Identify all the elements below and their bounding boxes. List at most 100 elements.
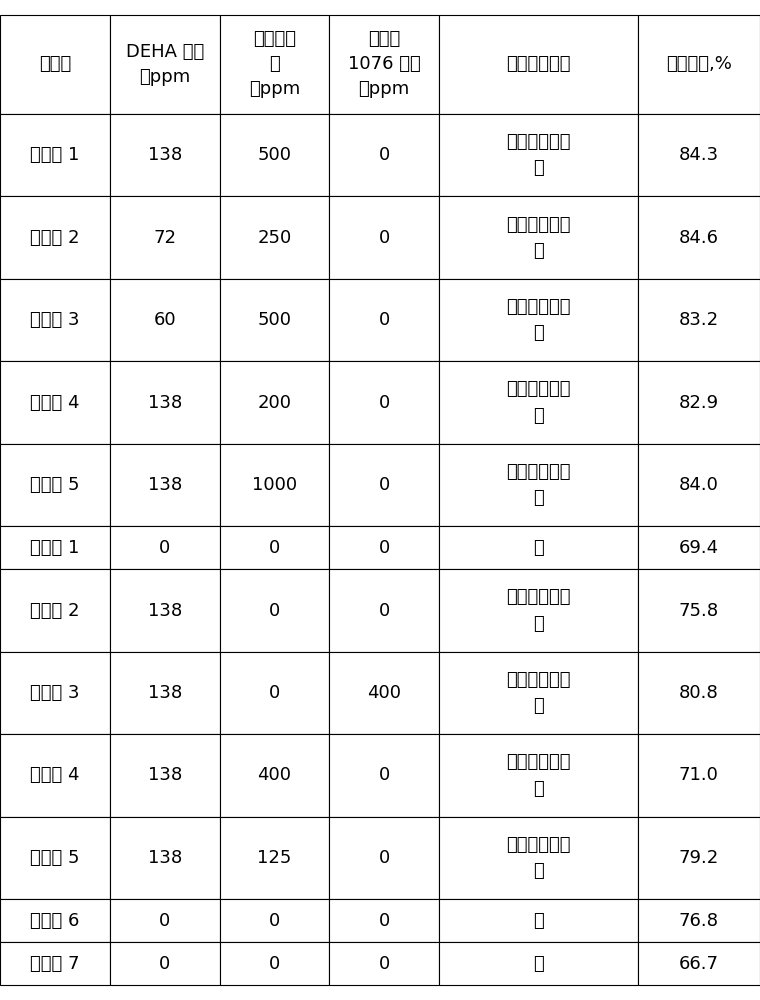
Text: 0: 0: [378, 311, 390, 329]
Text: 0: 0: [269, 912, 280, 930]
Text: 138: 138: [147, 684, 182, 702]
Bar: [638, 196, 760, 279]
Bar: [439, 526, 638, 569]
Bar: [220, 444, 329, 526]
Bar: [439, 942, 638, 985]
Text: 76.8: 76.8: [679, 912, 719, 930]
Text: 有机锡加
量
，ppm: 有机锡加 量 ，ppm: [249, 30, 300, 98]
Text: 1000: 1000: [252, 476, 297, 494]
Text: 实施例: 实施例: [39, 55, 71, 73]
Text: 138: 138: [147, 146, 182, 164]
Text: －: －: [533, 955, 543, 973]
Text: 无温升，压力
降: 无温升，压力 降: [506, 671, 571, 715]
Text: 0: 0: [269, 955, 280, 973]
Bar: [109, 15, 220, 114]
Text: 无温升，压力
降: 无温升，压力 降: [506, 753, 571, 798]
Bar: [220, 817, 329, 899]
Text: 0: 0: [378, 912, 390, 930]
Bar: [109, 361, 220, 444]
Text: 对比例 7: 对比例 7: [30, 955, 80, 973]
Bar: [0, 114, 109, 196]
Bar: [109, 734, 220, 817]
Text: 0: 0: [378, 394, 390, 412]
Bar: [220, 279, 329, 361]
Text: 72: 72: [154, 229, 176, 247]
Text: 对比例 4: 对比例 4: [30, 766, 80, 784]
Bar: [439, 652, 638, 734]
Bar: [439, 279, 638, 361]
Bar: [439, 569, 638, 652]
Bar: [638, 114, 760, 196]
Bar: [220, 569, 329, 652]
Text: 实施例 2: 实施例 2: [30, 229, 80, 247]
Text: 实施例 3: 实施例 3: [30, 311, 80, 329]
Text: 抗氧剂
1076 加量
，ppm: 抗氧剂 1076 加量 ，ppm: [348, 30, 420, 98]
Bar: [329, 361, 439, 444]
Bar: [220, 114, 329, 196]
Bar: [109, 652, 220, 734]
Bar: [220, 15, 329, 114]
Text: 0: 0: [269, 602, 280, 620]
Bar: [0, 15, 109, 114]
Bar: [0, 361, 109, 444]
Bar: [109, 569, 220, 652]
Bar: [0, 652, 109, 734]
Bar: [220, 942, 329, 985]
Text: 0: 0: [378, 539, 390, 557]
Bar: [0, 279, 109, 361]
Text: 84.6: 84.6: [679, 229, 719, 247]
Bar: [329, 444, 439, 526]
Text: 66.7: 66.7: [679, 955, 719, 973]
Text: －: －: [533, 912, 543, 930]
Bar: [109, 196, 220, 279]
Bar: [439, 734, 638, 817]
Text: 138: 138: [147, 602, 182, 620]
Text: 0: 0: [378, 766, 390, 784]
Bar: [439, 196, 638, 279]
Text: 138: 138: [147, 394, 182, 412]
Text: 无温升，压力
降: 无温升，压力 降: [506, 298, 571, 342]
Text: 无温升，压力
降: 无温升，压力 降: [506, 463, 571, 507]
Bar: [220, 734, 329, 817]
Text: 125: 125: [257, 849, 292, 867]
Text: 83.2: 83.2: [679, 311, 719, 329]
Text: 0: 0: [159, 539, 170, 557]
Text: 138: 138: [147, 476, 182, 494]
Text: 138: 138: [147, 766, 182, 784]
Text: 75.8: 75.8: [679, 602, 719, 620]
Bar: [638, 15, 760, 114]
Bar: [329, 569, 439, 652]
Text: 反应终止效果: 反应终止效果: [506, 55, 571, 73]
Text: 400: 400: [367, 684, 401, 702]
Bar: [329, 15, 439, 114]
Text: －: －: [533, 539, 543, 557]
Text: 对比例 3: 对比例 3: [30, 684, 80, 702]
Text: 实施例 4: 实施例 4: [30, 394, 80, 412]
Text: 0: 0: [378, 146, 390, 164]
Bar: [220, 196, 329, 279]
Bar: [439, 114, 638, 196]
Text: 无温升，压力
降: 无温升，压力 降: [506, 380, 571, 425]
Bar: [329, 817, 439, 899]
Text: 无温升，压力
降: 无温升，压力 降: [506, 836, 571, 880]
Text: 对比例 6: 对比例 6: [30, 912, 80, 930]
Bar: [109, 817, 220, 899]
Bar: [0, 817, 109, 899]
Bar: [0, 444, 109, 526]
Text: 对比例 5: 对比例 5: [30, 849, 80, 867]
Bar: [329, 652, 439, 734]
Bar: [439, 817, 638, 899]
Bar: [109, 899, 220, 942]
Bar: [220, 361, 329, 444]
Bar: [0, 734, 109, 817]
Bar: [638, 361, 760, 444]
Text: 0: 0: [378, 229, 390, 247]
Bar: [638, 569, 760, 652]
Text: 0: 0: [378, 476, 390, 494]
Bar: [638, 817, 760, 899]
Bar: [439, 15, 638, 114]
Text: 0: 0: [378, 955, 390, 973]
Bar: [638, 526, 760, 569]
Text: 实施例 1: 实施例 1: [30, 146, 80, 164]
Bar: [0, 899, 109, 942]
